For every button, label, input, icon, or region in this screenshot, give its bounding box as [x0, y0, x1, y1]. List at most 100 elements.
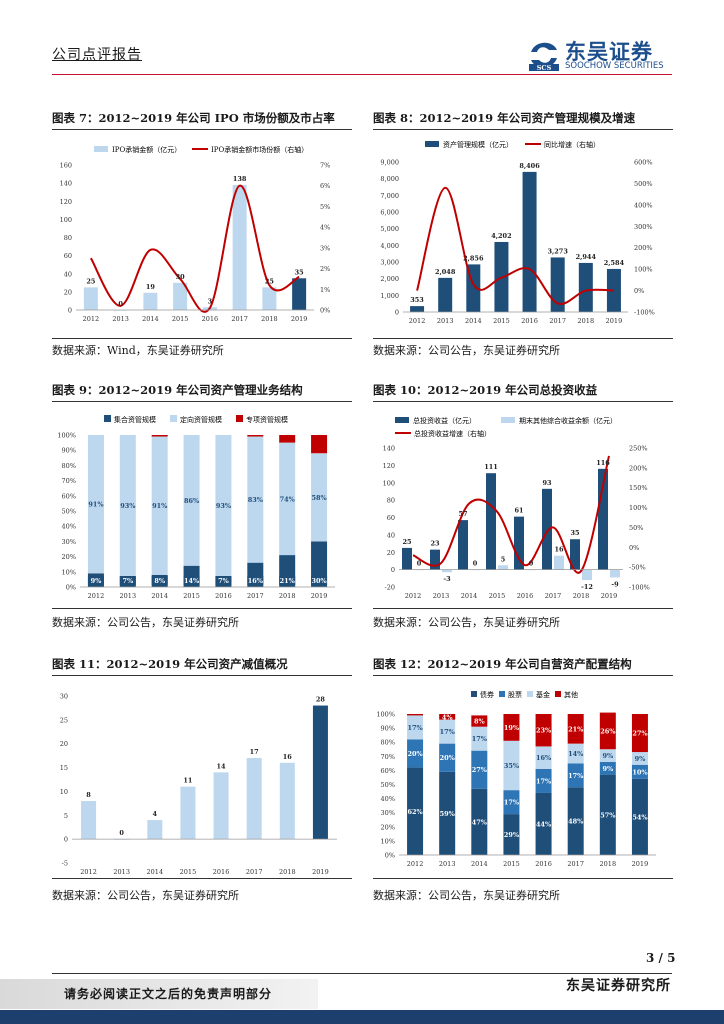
chart-12-legend: 债券 股票 基金 其他	[471, 690, 578, 699]
chart-7-xtick: 2015	[172, 315, 189, 323]
chart-12-segment-label: 17%	[504, 799, 520, 807]
chart-10-xtick: 2012	[405, 592, 422, 600]
chart-8-xtick: 2016	[521, 317, 538, 325]
chart-12-segment-label: 9%	[635, 755, 647, 763]
chart-10-y2tick: 150%	[629, 484, 648, 492]
chart-7-ytick: 160	[60, 162, 72, 170]
chart-9-segment-label: 83%	[248, 496, 264, 504]
legend-label-ipo-share: IPO承销金额市场份额（右轴）	[211, 145, 308, 154]
figure-12-title: 图表 12：2012~2019 年公司自营资产配置结构	[373, 657, 632, 671]
chart-7-ytick: 80	[64, 234, 72, 242]
chart-8-y2tick: 0%	[634, 287, 644, 295]
chart-11-bar	[279, 762, 295, 840]
chart-11-bar	[213, 772, 229, 840]
chart-11-xtick: 2016	[213, 868, 230, 876]
chart-10-data-label: -9	[611, 580, 619, 588]
chart-10-y2tick: 50%	[629, 524, 643, 532]
chart-7-ytick: 20	[64, 288, 72, 296]
chart-9-segment-label: 93%	[120, 502, 136, 510]
chart-9-ytick: 20%	[62, 553, 76, 561]
chart-10-bar	[598, 468, 608, 570]
chart-9-segment-label: 30%	[311, 577, 327, 585]
chart-11-ytick: -5	[62, 860, 68, 868]
chart-12-segment-label: 17%	[407, 724, 423, 732]
chart-12-segment	[503, 814, 520, 855]
chart-10-ytick: 20	[387, 549, 395, 557]
chart-9-segment	[311, 435, 328, 454]
chart-12-xtick: 2018	[600, 860, 617, 868]
chart-11-xtick: 2014	[147, 868, 164, 876]
chart-7-labels: 25 0 19 30 3 138 25 35	[86, 175, 304, 308]
chart-8-bar	[578, 262, 593, 312]
chart-10-ytick: 140	[383, 445, 395, 453]
chart-10-data-label: -3	[443, 575, 451, 583]
chart-9-segment	[151, 436, 168, 575]
chart-7-ytick: 100	[60, 216, 72, 224]
chart-11-ytick: 25	[60, 716, 68, 724]
chart-10-bar	[458, 520, 468, 570]
chart-10-y2tick: -50%	[629, 564, 646, 572]
chart-12-ytick: 90%	[381, 725, 395, 733]
legend-label-stock: 股票	[508, 691, 522, 699]
chart-9-xtick: 2014	[151, 592, 168, 600]
chart-8-ytick: 0	[395, 309, 399, 317]
chart-12-segment-label: 29%	[504, 831, 520, 839]
chart-8-y2tick: 600%	[634, 159, 653, 167]
chart-8-xtick: 2018	[578, 317, 595, 325]
chart-9-segment-label: 7%	[122, 577, 134, 585]
chart-8-y2tick: -100%	[634, 309, 655, 317]
chart-9-xtick: 2013	[120, 592, 137, 600]
chart-8-ytick: 8,000	[380, 175, 399, 183]
chart-11-ytick: 15	[60, 764, 68, 772]
chart-9-xtick: 2012	[88, 592, 105, 600]
chart-8-data-label: 2,944	[576, 253, 597, 261]
chart-12-segment	[631, 764, 648, 779]
figure-9-bottom-rule	[52, 608, 352, 609]
chart-9-ytick: 40%	[62, 523, 76, 531]
chart-12-segment	[407, 715, 424, 740]
chart-11-bar	[180, 786, 196, 840]
chart-12-segment-label: 47%	[472, 818, 488, 826]
logo-mark-text: SCS	[537, 64, 552, 72]
chart-9-segment-label: 86%	[184, 497, 200, 505]
chart-12-ytick: 100%	[376, 711, 395, 719]
chart-10-axes: -20 0 20 40 60 80 100 120 140 -100% -50% 0% 50% 100% 1…	[383, 445, 650, 601]
chart-11-xtick: 2013	[113, 868, 130, 876]
chart-12-segment-label: 27%	[472, 766, 488, 774]
chart-12-ytick: 30%	[381, 809, 395, 817]
chart-12-segment	[503, 714, 520, 741]
page-number: 3 / 5	[646, 951, 676, 965]
legend-label-am-growth: 同比增速（右轴）	[544, 140, 600, 149]
chart-10-xtick: 2018	[573, 592, 590, 600]
chart-9-legend: 集合资管规模 定向资管规模 专项资管规模	[104, 415, 288, 424]
chart-9-segment	[247, 435, 264, 437]
chart-12-ytick: 70%	[381, 753, 395, 761]
chart-9-labels: 9% 91% 7% 93% 8% 91% 14% 86% 7% 93% 16% 83% 21% 74% 30…	[87, 494, 327, 585]
chart-11-data-label: 28	[316, 696, 326, 704]
chart-12-segment-label: 14%	[568, 750, 584, 758]
figure-9-title: 图表 9：2012~2019 年公司资产管理业务结构	[52, 383, 303, 397]
legend-swatch-directed	[170, 415, 177, 422]
chart-12-segment-label: 62%	[407, 808, 423, 816]
chart-12-segment-label: 57%	[600, 811, 616, 819]
figure-7-bottom-rule	[52, 338, 352, 339]
chart-10-data-label: 0	[473, 560, 478, 568]
chart-9-ytick: 70%	[62, 477, 76, 485]
chart-10-bar	[514, 516, 524, 570]
chart-9-xtick: 2015	[183, 592, 200, 600]
chart-10-data-label: 0	[529, 560, 534, 568]
chart-10-data-label: 23	[430, 540, 440, 548]
chart-10-data-label: 25	[402, 538, 412, 546]
chart-8-xtick: 2019	[606, 317, 623, 325]
legend-swatch-collective	[104, 415, 111, 422]
logo-mark-icon: SCS	[529, 42, 559, 72]
chart-7-bar	[83, 287, 98, 310]
chart-11-data-label: 0	[119, 829, 124, 837]
figure-10-bottom-rule	[373, 608, 673, 609]
chart-10-data-label: 111	[484, 463, 498, 471]
chart-8-data-label: 4,202	[491, 232, 511, 240]
chart-9-xtick: 2016	[215, 592, 232, 600]
chart-10-data-label: 16	[554, 546, 564, 554]
chart-8-bar	[550, 257, 565, 312]
legend-label-am-scale: 资产管理规模（亿元）	[443, 140, 513, 149]
